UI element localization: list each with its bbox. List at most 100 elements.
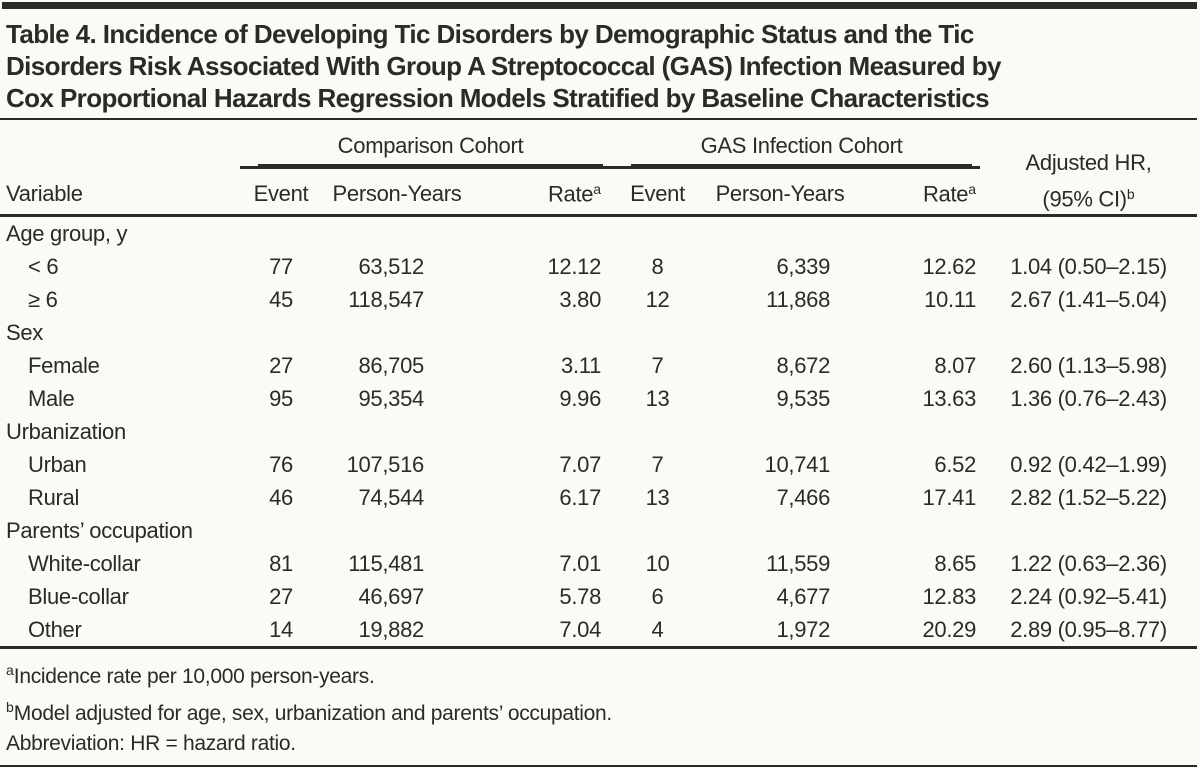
cell-variable: ≥ 6 (28, 286, 58, 312)
cell-variable: Male (28, 385, 75, 411)
column-header-gas-rate: Ratea (850, 167, 981, 217)
section-row: Age group, y (0, 216, 1197, 251)
cell-comparison-person-years: 46,697 (358, 583, 425, 609)
cell-comparison-person-years: 74,544 (358, 484, 425, 510)
table-title-line-3: Cox Proportional Hazards Regression Mode… (6, 83, 990, 113)
cell-comparison-event: 95 (269, 385, 293, 411)
table-row: Blue-collar 27 46,697 5.78 6 4,677 12.83 2.24 (… (0, 580, 1197, 613)
column-header-comparison-rate: Ratea (472, 167, 606, 217)
cell-gas-event: 10 (645, 550, 670, 576)
footnotes: aIncidence rate per 10,000 person-years.… (0, 649, 1200, 763)
cell-adjusted-hr: 2.67 (1.41–5.04) (1010, 286, 1167, 312)
cell-gas-event: 12 (645, 286, 670, 312)
cell-gas-person-years: 11,559 (766, 550, 831, 576)
section-label: Parents’ occupation (6, 517, 193, 543)
cell-gas-rate: 10.11 (924, 286, 977, 312)
cell-comparison-event: 46 (269, 484, 293, 510)
section-label: Sex (6, 319, 44, 345)
cell-comparison-rate: 12.12 (547, 253, 602, 279)
cell-variable: White-collar (28, 550, 141, 576)
section-label: Age group, y (6, 220, 128, 246)
cell-comparison-event: 27 (269, 352, 293, 378)
table-title: Table 4. Incidence of Developing Tic Dis… (0, 9, 1200, 118)
cell-comparison-person-years: 107,516 (346, 451, 425, 477)
cell-gas-rate: 13.63 (922, 385, 977, 411)
table-row: Rural 46 74,544 6.17 13 7,466 17.41 2.82 (1.52–… (0, 481, 1197, 514)
cell-comparison-event: 77 (269, 253, 293, 279)
table-header: Variable Comparison Cohort GAS Infection… (0, 120, 1198, 217)
cell-gas-person-years: 7,466 (776, 484, 831, 510)
cell-comparison-rate: 7.04 (472, 613, 606, 649)
footnote-marker-a: a (968, 180, 977, 197)
cell-variable: Urban (28, 451, 87, 477)
cell-gas-person-years: 11,868 (766, 286, 831, 312)
cell-gas-rate: 8.07 (934, 352, 977, 378)
cell-comparison-rate: 9.96 (559, 385, 602, 411)
cell-variable: Rural (28, 484, 80, 510)
section-row: Urbanization (0, 415, 1197, 448)
table-title-line-2: Disorders Risk Associated With Group A S… (6, 51, 1001, 81)
cell-adjusted-hr: 1.04 (0.50–2.15) (1010, 253, 1167, 279)
cell-variable: Other (0, 613, 240, 649)
footnote-marker-a: a (6, 662, 14, 678)
cell-gas-rate: 12.62 (922, 253, 977, 279)
cell-gas-person-years: 1,972 (710, 613, 851, 649)
adjusted-hr-line-2: (95% CI)b (1042, 185, 1135, 211)
cell-gas-person-years: 10,741 (764, 451, 831, 477)
cell-gas-event: 13 (645, 484, 670, 510)
cell-gas-person-years: 4,677 (776, 583, 831, 609)
footnote-marker-b: b (1126, 185, 1135, 202)
footnote: aIncidence rate per 10,000 person-years. (6, 662, 375, 688)
group-header-comparison-cohort: Comparison Cohort (240, 120, 606, 169)
table-row: ≥ 6 45 118,547 3.80 12 11,868 10.11 2.67 (1.41–… (0, 283, 1197, 316)
table-title-line-1: Table 4. Incidence of Developing Tic Dis… (6, 19, 974, 49)
cell-gas-event: 7 (651, 352, 664, 378)
cell-gas-rate: 8.65 (934, 550, 977, 576)
cell-comparison-event: 14 (240, 613, 322, 649)
cell-comparison-person-years: 19,882 (322, 613, 472, 649)
cell-comparison-event: 81 (269, 550, 293, 576)
table-row: White-collar 81 115,481 7.01 10 11,559 8.65 1.2… (0, 547, 1197, 580)
table-row: < 6 77 63,512 12.12 8 6,339 12.62 1.04 (0.50–2.… (0, 250, 1197, 283)
section-row: Parents’ occupation (0, 514, 1197, 547)
cell-gas-person-years: 6,339 (776, 253, 831, 279)
table-row: Female 27 86,705 3.11 7 8,672 8.07 2.60 (1.13–5… (0, 349, 1197, 382)
column-header-comparison-person-years: Person-Years (322, 167, 472, 217)
cell-adjusted-hr: 1.22 (0.63–2.36) (1010, 550, 1167, 576)
cell-comparison-event: 45 (269, 286, 293, 312)
cell-gas-event: 6 (651, 583, 664, 609)
column-header-comparison-event: Event (240, 167, 322, 217)
table-row: Urban 76 107,516 7.07 7 10,741 6.52 0.92 (0.42–… (0, 448, 1197, 481)
cell-comparison-rate: 7.07 (559, 451, 602, 477)
cell-adjusted-hr: 1.36 (0.76–2.43) (1010, 385, 1167, 411)
cell-variable: Female (28, 352, 100, 378)
cell-gas-rate: 20.29 (850, 613, 981, 649)
cell-gas-person-years: 8,672 (776, 352, 831, 378)
column-header-adjusted-hr: Adjusted HR, (95% CI)b (980, 120, 1198, 217)
cell-comparison-rate: 7.01 (559, 550, 602, 576)
title-bottom-rule (0, 118, 1197, 120)
footnote: bModel adjusted for age, sex, urbanizati… (6, 699, 612, 725)
cell-comparison-rate: 3.11 (561, 352, 602, 378)
cell-adjusted-hr: 2.60 (1.13–5.98) (1010, 352, 1167, 378)
cell-comparison-rate: 5.78 (559, 583, 602, 609)
cell-gas-rate: 12.83 (922, 583, 977, 609)
cell-gas-rate: 6.52 (934, 451, 977, 477)
cell-adjusted-hr: 2.82 (1.52–5.22) (1010, 484, 1167, 510)
cell-comparison-event: 27 (269, 583, 293, 609)
cell-adjusted-hr: 0.92 (0.42–1.99) (1010, 451, 1167, 477)
cell-adjusted-hr: 2.89 (0.95–8.77) (980, 613, 1198, 649)
column-header-gas-person-years: Person-Years (710, 167, 851, 217)
cell-adjusted-hr: 2.24 (0.92–5.41) (1010, 583, 1167, 609)
table-row: Male 95 95,354 9.96 13 9,535 13.63 1.36 (0.76–2… (0, 382, 1197, 415)
table-body: Age group, y < 6 77 63,512 12.12 8 6,339 12.62 1… (0, 216, 1198, 649)
column-header-variable: Variable (0, 120, 240, 217)
cell-comparison-person-years: 118,547 (348, 286, 424, 312)
footnote-marker-a: a (593, 180, 602, 197)
table-row: Other 14 19,882 7.04 4 1,972 20.29 2.89 (0.95–8… (0, 613, 1198, 649)
cell-gas-person-years: 9,535 (776, 385, 831, 411)
cell-comparison-person-years: 86,705 (358, 352, 425, 378)
footnote-marker-b: b (6, 699, 14, 715)
cell-comparison-rate: 6.17 (559, 484, 602, 510)
